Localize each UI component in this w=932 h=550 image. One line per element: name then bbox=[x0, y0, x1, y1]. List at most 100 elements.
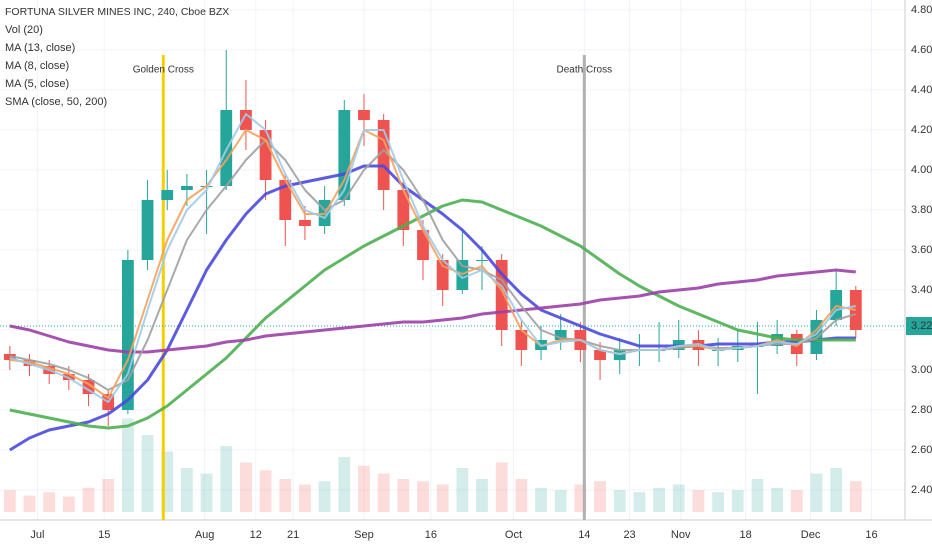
y-tick-label: 2.80 bbox=[911, 404, 932, 416]
candle-body bbox=[299, 220, 311, 226]
legend-entry: SMA (close, 50, 200) bbox=[5, 96, 107, 108]
candle-body bbox=[141, 200, 154, 260]
volume-bar bbox=[456, 468, 469, 512]
volume-bar bbox=[495, 462, 508, 512]
volume-bar bbox=[82, 487, 95, 512]
volume-bar bbox=[23, 495, 36, 512]
legend-entry: Vol (20) bbox=[5, 24, 43, 36]
x-tick-label: 12 bbox=[250, 529, 262, 541]
volume-bar bbox=[771, 487, 784, 512]
volume-bar bbox=[849, 481, 862, 512]
volume-bar bbox=[318, 481, 331, 512]
candle-body bbox=[259, 130, 272, 180]
x-tick-label: 18 bbox=[740, 529, 752, 541]
ma-line bbox=[9, 139, 857, 391]
y-tick-label: 3.80 bbox=[911, 204, 932, 216]
volume-bar bbox=[417, 481, 429, 512]
candle-body bbox=[613, 350, 626, 360]
volume-bar bbox=[476, 479, 488, 512]
price-badge bbox=[906, 317, 932, 335]
volume-bar bbox=[240, 462, 252, 512]
candle-body bbox=[279, 180, 292, 220]
event-label: Golden Cross bbox=[133, 65, 194, 76]
candle-body bbox=[554, 330, 567, 340]
volume-bar bbox=[358, 465, 370, 512]
x-tick-label: 16 bbox=[425, 529, 437, 541]
candle-body bbox=[417, 230, 429, 260]
candle-body bbox=[515, 330, 528, 350]
y-tick-label: 4.20 bbox=[911, 124, 932, 136]
y-tick-label: 3.60 bbox=[911, 244, 932, 256]
ma-line bbox=[9, 198, 856, 430]
volume-bar bbox=[515, 479, 528, 512]
x-tick-label: 21 bbox=[287, 529, 299, 541]
candle-body bbox=[594, 350, 606, 360]
volume-bar bbox=[751, 479, 764, 512]
volume-bar bbox=[200, 473, 213, 512]
x-tick-label: 23 bbox=[623, 529, 635, 541]
volume-bar bbox=[43, 492, 56, 512]
volume-bar bbox=[279, 479, 292, 512]
volume-bar bbox=[731, 490, 744, 512]
candle-body bbox=[240, 110, 252, 130]
volume-bar bbox=[141, 435, 154, 512]
volume-bar bbox=[810, 473, 823, 512]
volume-bar bbox=[574, 484, 587, 512]
volume-bar bbox=[62, 496, 75, 512]
ma-line bbox=[9, 268, 856, 354]
legend-entry: MA (8, close) bbox=[5, 60, 69, 72]
candle-body bbox=[495, 260, 508, 330]
x-tick-label: Aug bbox=[195, 529, 215, 541]
volume-bar bbox=[220, 446, 233, 512]
y-tick-label: 2.40 bbox=[911, 484, 932, 496]
candle-body bbox=[82, 380, 95, 394]
volume-bar bbox=[692, 490, 705, 512]
y-tick-label: 4.00 bbox=[911, 164, 932, 176]
x-tick-label: Nov bbox=[671, 529, 691, 541]
x-tick-label: Sep bbox=[354, 529, 374, 541]
volume-bar bbox=[535, 487, 547, 512]
ma-line bbox=[9, 113, 857, 403]
volume-bar bbox=[594, 481, 606, 512]
candle-body bbox=[476, 260, 488, 261]
candle-body bbox=[161, 190, 174, 200]
candle-body bbox=[377, 120, 390, 190]
candle-body bbox=[181, 186, 193, 190]
y-tick-label: 3.00 bbox=[911, 364, 932, 376]
volume-bar bbox=[102, 479, 115, 512]
volume-bar bbox=[712, 492, 724, 512]
ma-line bbox=[9, 164, 856, 452]
candle-body bbox=[338, 110, 351, 200]
volume-bar bbox=[830, 468, 843, 512]
candle-body bbox=[121, 260, 134, 410]
legend-entry: FORTUNA SILVER MINES INC, 240, Cboe BZX bbox=[5, 6, 229, 18]
x-tick-label: 15 bbox=[98, 529, 110, 541]
volume-bar bbox=[397, 479, 410, 512]
legend-entry: MA (5, close) bbox=[5, 78, 69, 90]
x-tick-label: 16 bbox=[865, 529, 877, 541]
volume-bar bbox=[653, 487, 665, 512]
volume-bar bbox=[259, 470, 272, 512]
x-tick-label: 14 bbox=[578, 529, 590, 541]
candle-body bbox=[397, 190, 410, 230]
y-tick-label: 2.60 bbox=[911, 444, 932, 456]
event-label: Death Cross bbox=[557, 65, 613, 76]
price-badge-label: 3.22 bbox=[911, 320, 932, 332]
y-tick-label: 3.40 bbox=[911, 284, 932, 296]
x-tick-label: Jul bbox=[30, 529, 44, 541]
volume-bar bbox=[436, 484, 449, 512]
y-tick-label: 4.60 bbox=[911, 44, 932, 56]
volume-bar bbox=[161, 451, 174, 512]
y-tick-label: 4.80 bbox=[911, 4, 932, 16]
candle-body bbox=[436, 260, 449, 290]
volume-bar bbox=[121, 418, 134, 512]
volume-bar bbox=[181, 468, 193, 512]
volume-bar bbox=[299, 484, 311, 512]
volume-bar bbox=[3, 490, 16, 512]
candle-body bbox=[358, 110, 370, 120]
volume-bar bbox=[338, 457, 351, 512]
volume-bar bbox=[613, 490, 626, 512]
x-tick-label: Oct bbox=[505, 529, 522, 541]
legend-entry: MA (13, close) bbox=[5, 42, 75, 54]
